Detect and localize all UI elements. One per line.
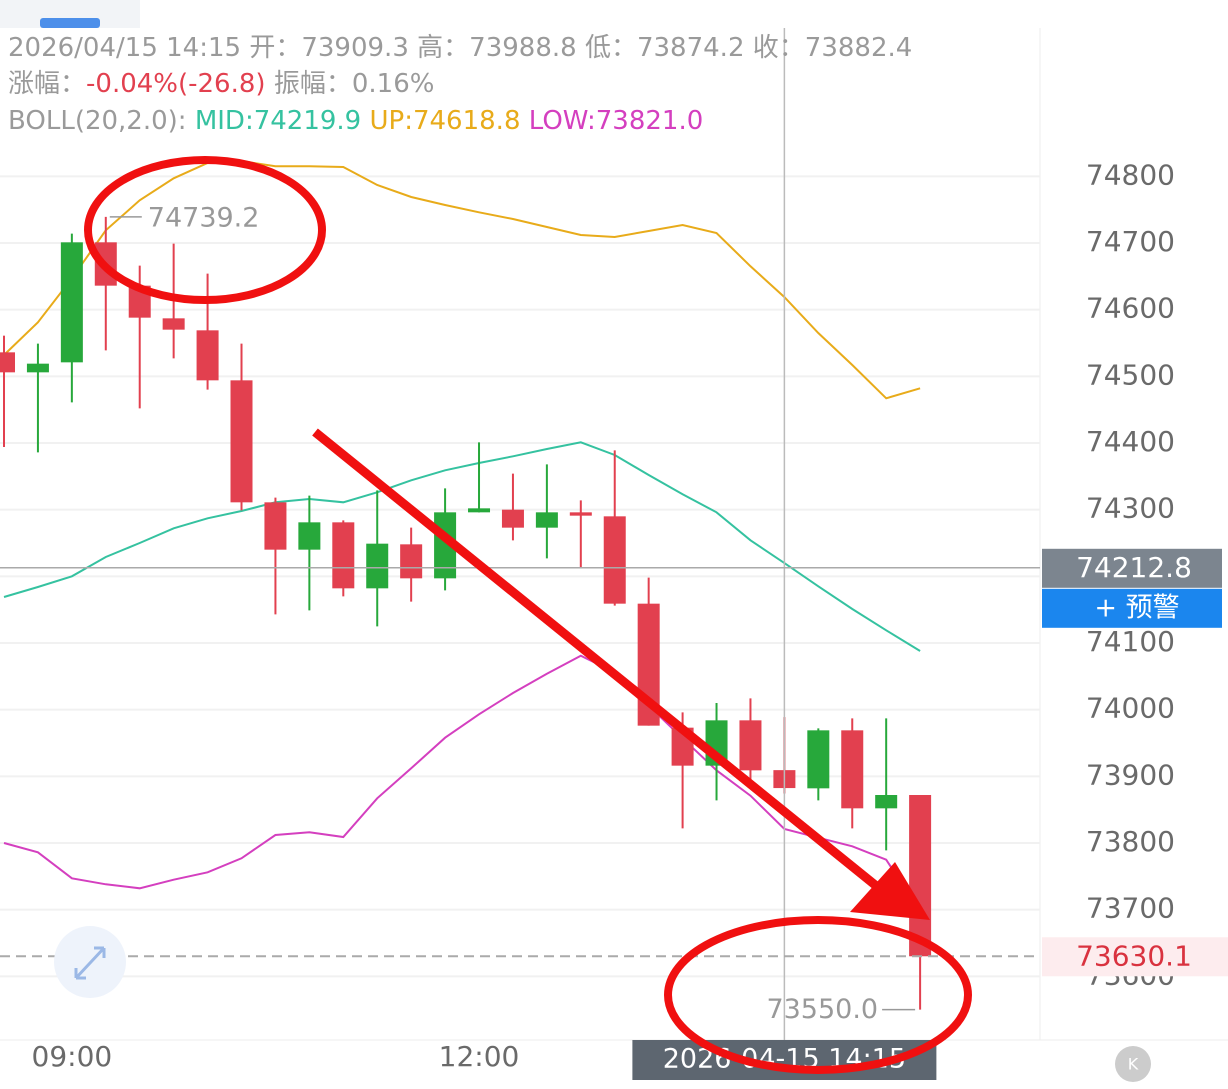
- candle-body: [264, 502, 287, 550]
- annotation-circle: [664, 916, 972, 1074]
- boll-mid: MID:74219.9: [195, 106, 361, 136]
- candle-body: [196, 330, 219, 381]
- high-marker: 74739.2: [148, 202, 260, 233]
- candle-body: [60, 242, 83, 363]
- candle-body: [569, 512, 592, 516]
- y-tick-label: 74600: [1086, 292, 1175, 325]
- alert-button-bg[interactable]: [1042, 588, 1222, 628]
- y-tick-label: 74300: [1086, 492, 1175, 525]
- y-tick-label: 74800: [1086, 158, 1175, 191]
- x-tick-label: 09:00: [32, 1040, 113, 1073]
- boll-low: LOW:73821.0: [529, 106, 703, 136]
- alert-button[interactable]: + 预警: [1094, 592, 1179, 623]
- boll-up: UP:74618.8: [370, 106, 521, 136]
- x-tick-label: 12:00: [439, 1040, 520, 1073]
- tab-indicator: [40, 18, 100, 28]
- boll-title: BOLL(20,2.0):: [8, 106, 187, 136]
- candle-body: [332, 522, 355, 589]
- candle-body: [366, 543, 389, 589]
- y-tick-label: 74000: [1086, 692, 1175, 725]
- amplitude: 0.16%: [352, 69, 435, 99]
- k-button[interactable]: [1115, 1046, 1151, 1082]
- candle-body: [909, 795, 932, 957]
- last-price-bg: [1042, 937, 1228, 977]
- current-price: 74212.8: [1076, 551, 1192, 584]
- label: 涨幅：: [8, 69, 86, 99]
- candle-body: [603, 516, 626, 604]
- candle-body: [807, 730, 830, 789]
- header-line-1: 2026/04/15 14:15 开：73909.3 高：73988.8 低：7…: [8, 33, 912, 63]
- last-price: 73630.1: [1076, 939, 1192, 972]
- annotation-circle: [84, 156, 326, 304]
- k-icon: K: [1128, 1055, 1139, 1074]
- y-tick-label: 73700: [1086, 892, 1175, 925]
- y-tick-label: 74400: [1086, 425, 1175, 458]
- current-price-bg: [1042, 548, 1222, 588]
- header-line-2: 涨幅：-0.04%(-26.8) 振幅：0.16%: [8, 69, 434, 99]
- candle-body: [26, 363, 49, 373]
- time: 2026/04/15 14:15: [8, 33, 241, 63]
- label: 低：: [585, 33, 637, 63]
- candle-body: [468, 508, 491, 513]
- y-tick-label: 74100: [1086, 625, 1175, 658]
- boll-line: [3, 159, 921, 400]
- candle-body: [298, 522, 321, 550]
- low-marker: 73550.0: [766, 994, 878, 1025]
- y-tick-label: 73900: [1086, 758, 1175, 791]
- candle-body: [501, 509, 524, 528]
- label: 开：: [249, 33, 301, 63]
- candle-body: [400, 544, 423, 579]
- candle-body: [230, 380, 253, 503]
- grid: 7360073700738007390074000741007420074300…: [0, 158, 1175, 1073]
- y-tick-label: 74700: [1086, 225, 1175, 258]
- expand-icon: [74, 946, 106, 980]
- label: 振幅：: [274, 69, 352, 99]
- value: 73988.8: [469, 33, 577, 63]
- y-tick-label: 74500: [1086, 358, 1175, 391]
- value: 73874.2: [637, 33, 745, 63]
- header-line-3: BOLL(20,2.0): MID:74219.9 UP:74618.8 LOW…: [8, 106, 703, 136]
- y-tick-label: 73800: [1086, 825, 1175, 858]
- candle-body: [841, 730, 864, 809]
- annotation-arrowhead: [850, 862, 930, 920]
- candle-body: [0, 352, 15, 373]
- label: 高：: [417, 33, 469, 63]
- candle-body: [535, 512, 558, 528]
- value: 73882.4: [805, 33, 913, 63]
- boll-line: [3, 441, 921, 652]
- candle-body: [875, 795, 898, 809]
- candle-body: [162, 318, 185, 330]
- boll-line: [3, 654, 921, 913]
- candle-body: [739, 720, 762, 771]
- change: -0.04%(-26.8): [86, 69, 266, 99]
- label: 收：: [753, 33, 805, 63]
- value: 73909.3: [301, 33, 409, 63]
- annotation-arrow: [312, 428, 888, 897]
